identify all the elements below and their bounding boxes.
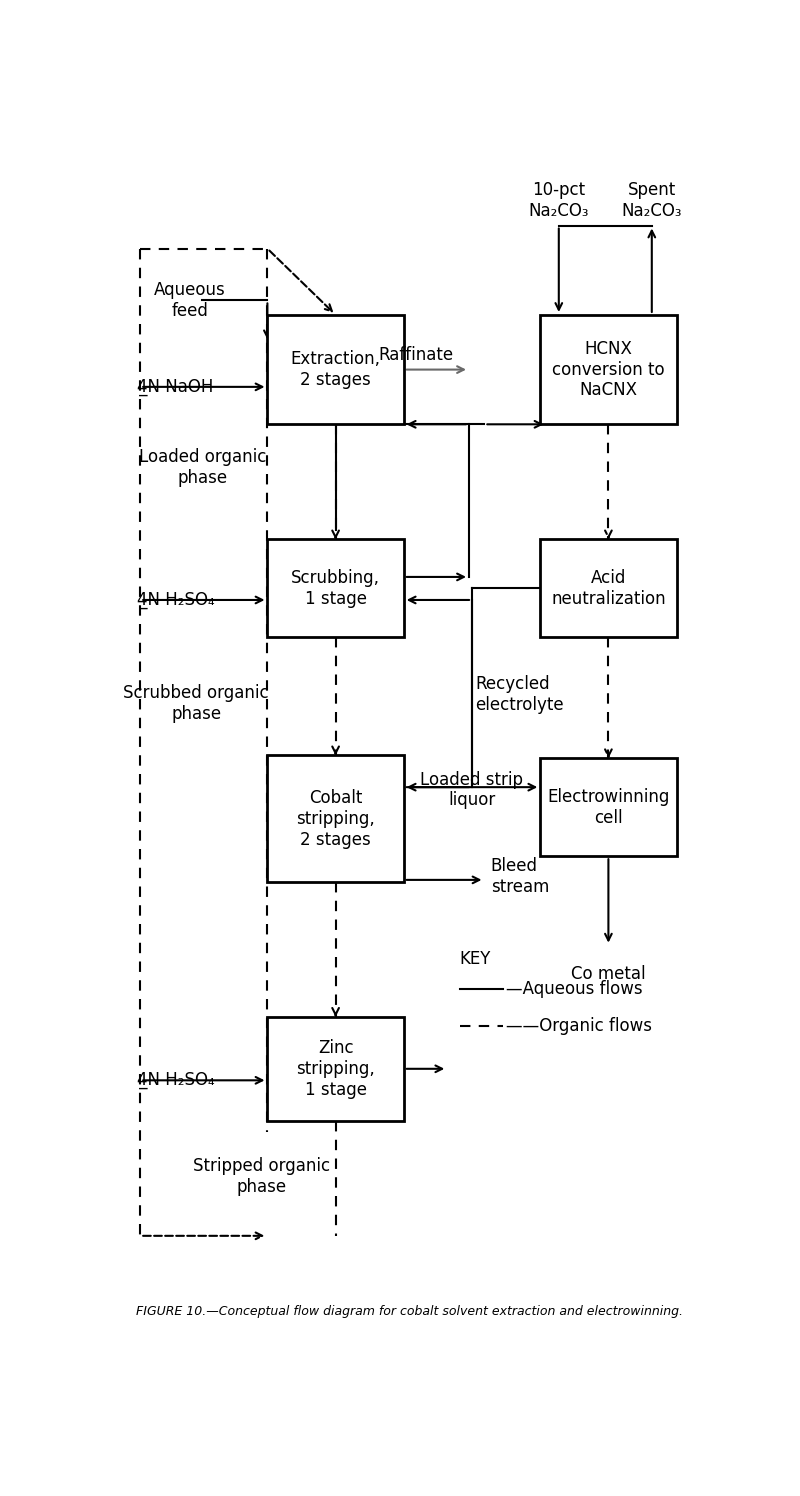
Text: 4̲N NaOH: 4̲N NaOH xyxy=(138,378,214,396)
Bar xyxy=(540,314,677,425)
Text: —Aqueous flows: —Aqueous flows xyxy=(506,980,642,998)
Text: 4̲N H₂SO₄: 4̲N H₂SO₄ xyxy=(138,591,215,609)
Text: Scrubbed organic
phase: Scrubbed organic phase xyxy=(123,684,269,723)
Text: Loaded strip
liquor: Loaded strip liquor xyxy=(421,770,523,809)
Text: 10-pct
Na₂CO₃: 10-pct Na₂CO₃ xyxy=(529,181,589,220)
Bar xyxy=(267,540,404,637)
Text: Scrubbing,
1 stage: Scrubbing, 1 stage xyxy=(291,568,380,607)
Text: Loaded organic
phase: Loaded organic phase xyxy=(138,449,266,486)
Text: Stripped organic
phase: Stripped organic phase xyxy=(193,1156,330,1195)
Text: Bleed
stream: Bleed stream xyxy=(490,857,549,896)
Text: Recycled
electrolyte: Recycled electrolyte xyxy=(475,675,564,714)
Text: HCNX
conversion to
NaCNX: HCNX conversion to NaCNX xyxy=(552,340,665,399)
Bar xyxy=(267,755,404,883)
Text: Aqueous
feed: Aqueous feed xyxy=(154,281,226,320)
Text: Zinc
stripping,
1 stage: Zinc stripping, 1 stage xyxy=(296,1040,375,1098)
Text: ——Organic flows: ——Organic flows xyxy=(506,1017,652,1035)
Text: FIGURE 10.—Conceptual flow diagram for cobalt solvent extraction and electrowinn: FIGURE 10.—Conceptual flow diagram for c… xyxy=(137,1305,683,1318)
Text: Spent
Na₂CO₃: Spent Na₂CO₃ xyxy=(622,181,682,220)
Bar xyxy=(540,540,677,637)
Text: Co metal: Co metal xyxy=(571,965,646,983)
Text: Extraction,
2 stages: Extraction, 2 stages xyxy=(290,350,381,389)
Text: Cobalt
stripping,
2 stages: Cobalt stripping, 2 stages xyxy=(296,788,375,848)
Text: Raffinate: Raffinate xyxy=(378,346,454,364)
Bar xyxy=(267,1017,404,1121)
Bar xyxy=(540,758,677,856)
Bar xyxy=(267,314,404,425)
Text: KEY: KEY xyxy=(459,950,491,968)
Text: Acid
neutralization: Acid neutralization xyxy=(551,568,666,607)
Text: Electrowinning
cell: Electrowinning cell xyxy=(547,788,670,827)
Text: 4̲N H₂SO₄: 4̲N H₂SO₄ xyxy=(138,1071,215,1089)
